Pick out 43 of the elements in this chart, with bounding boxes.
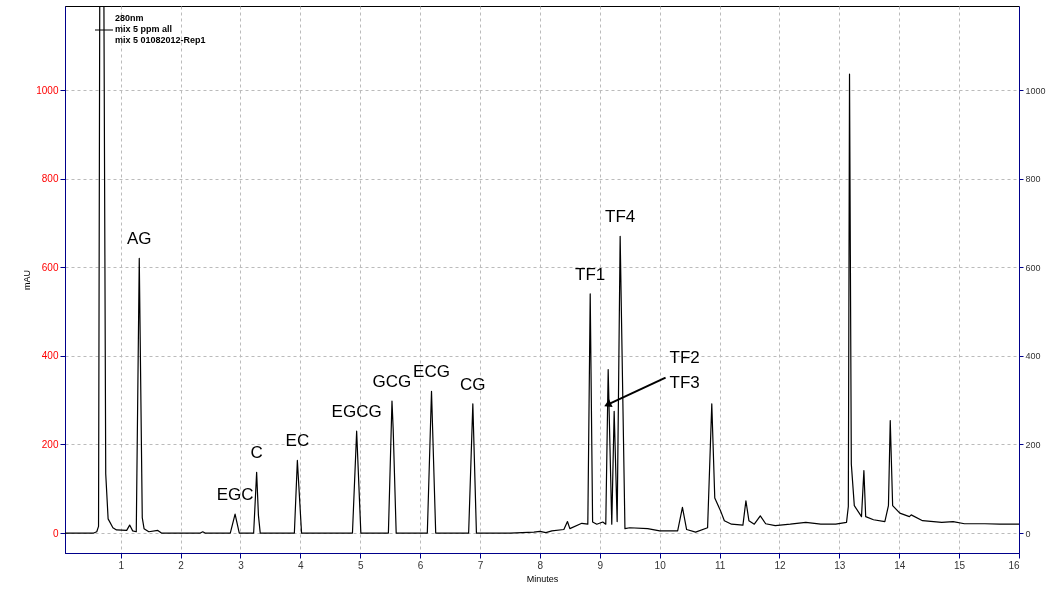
x-tick-label: 1 <box>118 559 125 571</box>
x-axis-title: Minutes <box>526 573 559 584</box>
annotation: C <box>250 443 263 463</box>
y2-tick-label: 200 <box>1025 439 1041 450</box>
x-tick-label: 12 <box>774 559 786 571</box>
annotation: EGC <box>216 485 254 505</box>
annotation: EGCG <box>331 402 382 422</box>
y2-tick-label: 0 <box>1025 528 1031 539</box>
line-series <box>65 6 1019 534</box>
x-tick-label: 10 <box>654 559 667 571</box>
annotation: TF2 TF3 <box>669 347 700 392</box>
x-tick-label: 7 <box>477 559 484 571</box>
y-tick-label: 200 <box>41 438 59 450</box>
x-tick-label: 8 <box>537 559 544 571</box>
annotation: ECG <box>413 362 450 382</box>
y-tick-label: 0 <box>52 527 59 539</box>
annotation: EC <box>285 431 310 451</box>
y2-tick-label: 400 <box>1025 351 1041 362</box>
annotation: GCG <box>372 372 412 392</box>
legend-label: 280nm mix 5 ppm all mix 5 01082012-Rep1 <box>115 13 206 45</box>
y2-tick-label: 1000 <box>1025 85 1046 96</box>
x-tick-label: 4 <box>298 559 305 571</box>
x-tick-label: 15 <box>954 559 966 571</box>
y2-tick-label: 600 <box>1025 262 1041 273</box>
x-tick-label: 16 <box>1008 559 1020 571</box>
y-tick-label: 800 <box>41 173 59 185</box>
x-tick-label: 6 <box>417 559 424 571</box>
annotation: AG <box>126 229 152 249</box>
x-tick-label: 9 <box>597 559 604 571</box>
y-axis-title: mAU <box>22 270 33 290</box>
x-tick-label: 13 <box>834 559 846 571</box>
y-tick-label: 600 <box>41 261 59 273</box>
y-tick-label: 1000 <box>36 84 59 96</box>
x-tick-label: 3 <box>238 559 245 571</box>
x-tick-label: 5 <box>357 559 364 571</box>
x-tick-label: 11 <box>714 559 726 571</box>
x-tick-label: 2 <box>178 559 185 571</box>
annotation: TF4 <box>605 207 636 227</box>
annotation: TF1 <box>575 264 606 284</box>
y-tick-label: 400 <box>41 350 59 362</box>
annotation: CG <box>460 374 486 394</box>
x-tick-label: 14 <box>894 559 906 571</box>
y2-tick-label: 800 <box>1025 174 1041 185</box>
